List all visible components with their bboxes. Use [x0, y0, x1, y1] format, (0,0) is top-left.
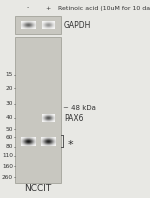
Text: ~ 48 kDa: ~ 48 kDa: [63, 105, 96, 111]
Text: 110: 110: [2, 153, 13, 158]
Text: +: +: [45, 6, 50, 11]
Text: 15: 15: [6, 72, 13, 77]
Text: 160: 160: [2, 164, 13, 169]
Text: Retinoic acid (10uM for 10 days): Retinoic acid (10uM for 10 days): [58, 6, 150, 11]
Bar: [15, 16, 61, 34]
Text: PAX6: PAX6: [64, 114, 84, 123]
Text: 80: 80: [6, 144, 13, 149]
Text: 40: 40: [6, 115, 13, 120]
Text: NCCIT: NCCIT: [24, 184, 51, 193]
Text: 30: 30: [6, 101, 13, 106]
Text: 60: 60: [6, 135, 13, 140]
Text: 20: 20: [6, 86, 13, 91]
Bar: [15, 36, 61, 183]
Text: *: *: [68, 140, 73, 150]
Text: 260: 260: [2, 175, 13, 180]
Text: 50: 50: [6, 127, 13, 132]
Text: -: -: [27, 6, 29, 11]
Text: GAPDH: GAPDH: [63, 21, 91, 30]
